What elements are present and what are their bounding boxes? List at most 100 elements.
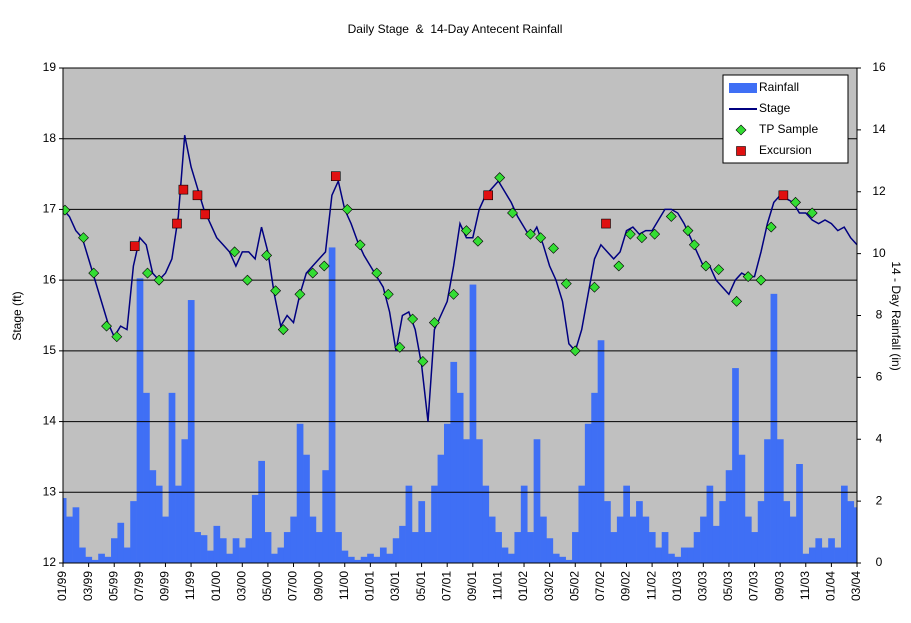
legend-swatch [736,146,746,156]
rain-bar [360,556,368,563]
rain-bar [495,532,502,563]
tp-sample-point [382,288,394,300]
tp-sample-point [294,288,306,300]
rain-bar [149,470,157,563]
tp-sample-point [428,317,440,328]
rain-bar [367,553,374,563]
rain-bar [802,553,810,563]
rain-bar [130,501,137,563]
tp-sample-point [742,271,754,283]
chart-title: Daily Stage & 14-Day Antecent Rainfall [348,22,563,36]
tp-sample-point [261,249,273,261]
tp-sample-point [472,235,484,247]
x-tick-label: 03/00 [234,571,248,601]
rain-bar [258,460,266,563]
tp-sample-point [78,232,89,244]
x-tick-label: 09/03 [772,571,786,601]
tp-sample-point [700,260,712,272]
x-tick-label: 03/01 [388,571,402,601]
rain-bar [315,532,323,563]
tp-sample-point [589,281,600,293]
y-tick-label: 17 [43,202,57,216]
rain-bar [834,547,842,563]
rain-bar [226,553,233,563]
y2-tick-label: 12 [872,184,886,198]
rain-bar [386,553,394,563]
excursion-point [172,218,182,229]
excursion-point [601,218,611,229]
rain-bar [629,516,637,563]
x-tick-label: 01/00 [209,571,223,601]
rain-bar [207,550,214,563]
x-tick-label: 11/03 [798,571,812,600]
y2-tick-label: 10 [872,246,886,260]
excursion-point [192,190,203,201]
x-tick-label: 05/99 [106,571,120,601]
rain-bar [354,559,362,563]
excursion-point [178,184,189,195]
rain-bar [584,423,592,563]
rain-bar [680,547,688,563]
tp-sample-point [153,274,165,286]
rain-bar [162,516,169,563]
y2-tick-label: 8 [876,308,883,322]
tp-sample-point [765,221,777,233]
tp-sample-point [548,242,559,254]
rain-bar [111,538,118,563]
tp-sample-point [448,288,460,300]
x-tick-label: 05/00 [260,571,274,601]
x-tick-label: 07/01 [439,571,453,601]
rain-bar [636,501,643,563]
tp-sample-point [507,207,518,219]
rain-bar [239,547,246,563]
rain-bar [488,516,496,563]
x-tick-label: 07/02 [593,571,607,601]
tp-sample-point [354,239,366,251]
rain-bar [469,284,477,563]
rain-bar [456,392,464,563]
rain-bar [655,547,663,563]
excursion-point [483,190,493,201]
tp-sample-point [613,260,625,272]
rain-bar [392,538,400,563]
tp-sample-point [806,207,818,219]
rain-bar [72,507,80,563]
tp-sample-point [713,264,725,275]
rain-bar [328,247,336,563]
rain-bar [604,501,611,563]
rain-bar [251,494,259,563]
x-tick-label: 09/00 [311,571,325,601]
rain-bar [476,439,483,563]
overlay: 12 13 14 15 16 17 18 19 0 2 4 6 8 10 12 14 16 01/99 03/99 0… [43,60,886,601]
rain-bar [443,423,451,563]
rain-bar [572,532,579,563]
rain-bar [591,392,598,563]
rain-bar [796,464,803,563]
rain-bar [187,300,195,563]
y2-axis-label: 14 - Day Rainfall (in) [889,261,903,370]
rain-bar [143,392,150,563]
rain-bar [527,532,534,563]
rain-bar [821,547,829,563]
rain-bar [309,516,317,563]
rain-bar [853,507,857,563]
rain-bar [463,439,470,563]
rain-bar [783,501,791,563]
rain-bar [181,439,189,563]
x-tick-label: 09/02 [619,571,633,601]
rain-bar [283,532,291,563]
rain-bar [789,516,797,563]
rain-bar [597,340,605,563]
rain-bar [424,532,432,563]
rain-bar [559,556,566,563]
rain-bar [418,501,426,563]
rain-bar [540,516,547,563]
rain-bar [546,538,554,563]
legend-label: Rainfall [759,80,799,94]
plot-border [62,67,858,564]
rain-bar [565,559,573,563]
excursion-point [778,190,789,201]
tp-sample-point [270,285,282,297]
rain-bar [341,550,349,563]
